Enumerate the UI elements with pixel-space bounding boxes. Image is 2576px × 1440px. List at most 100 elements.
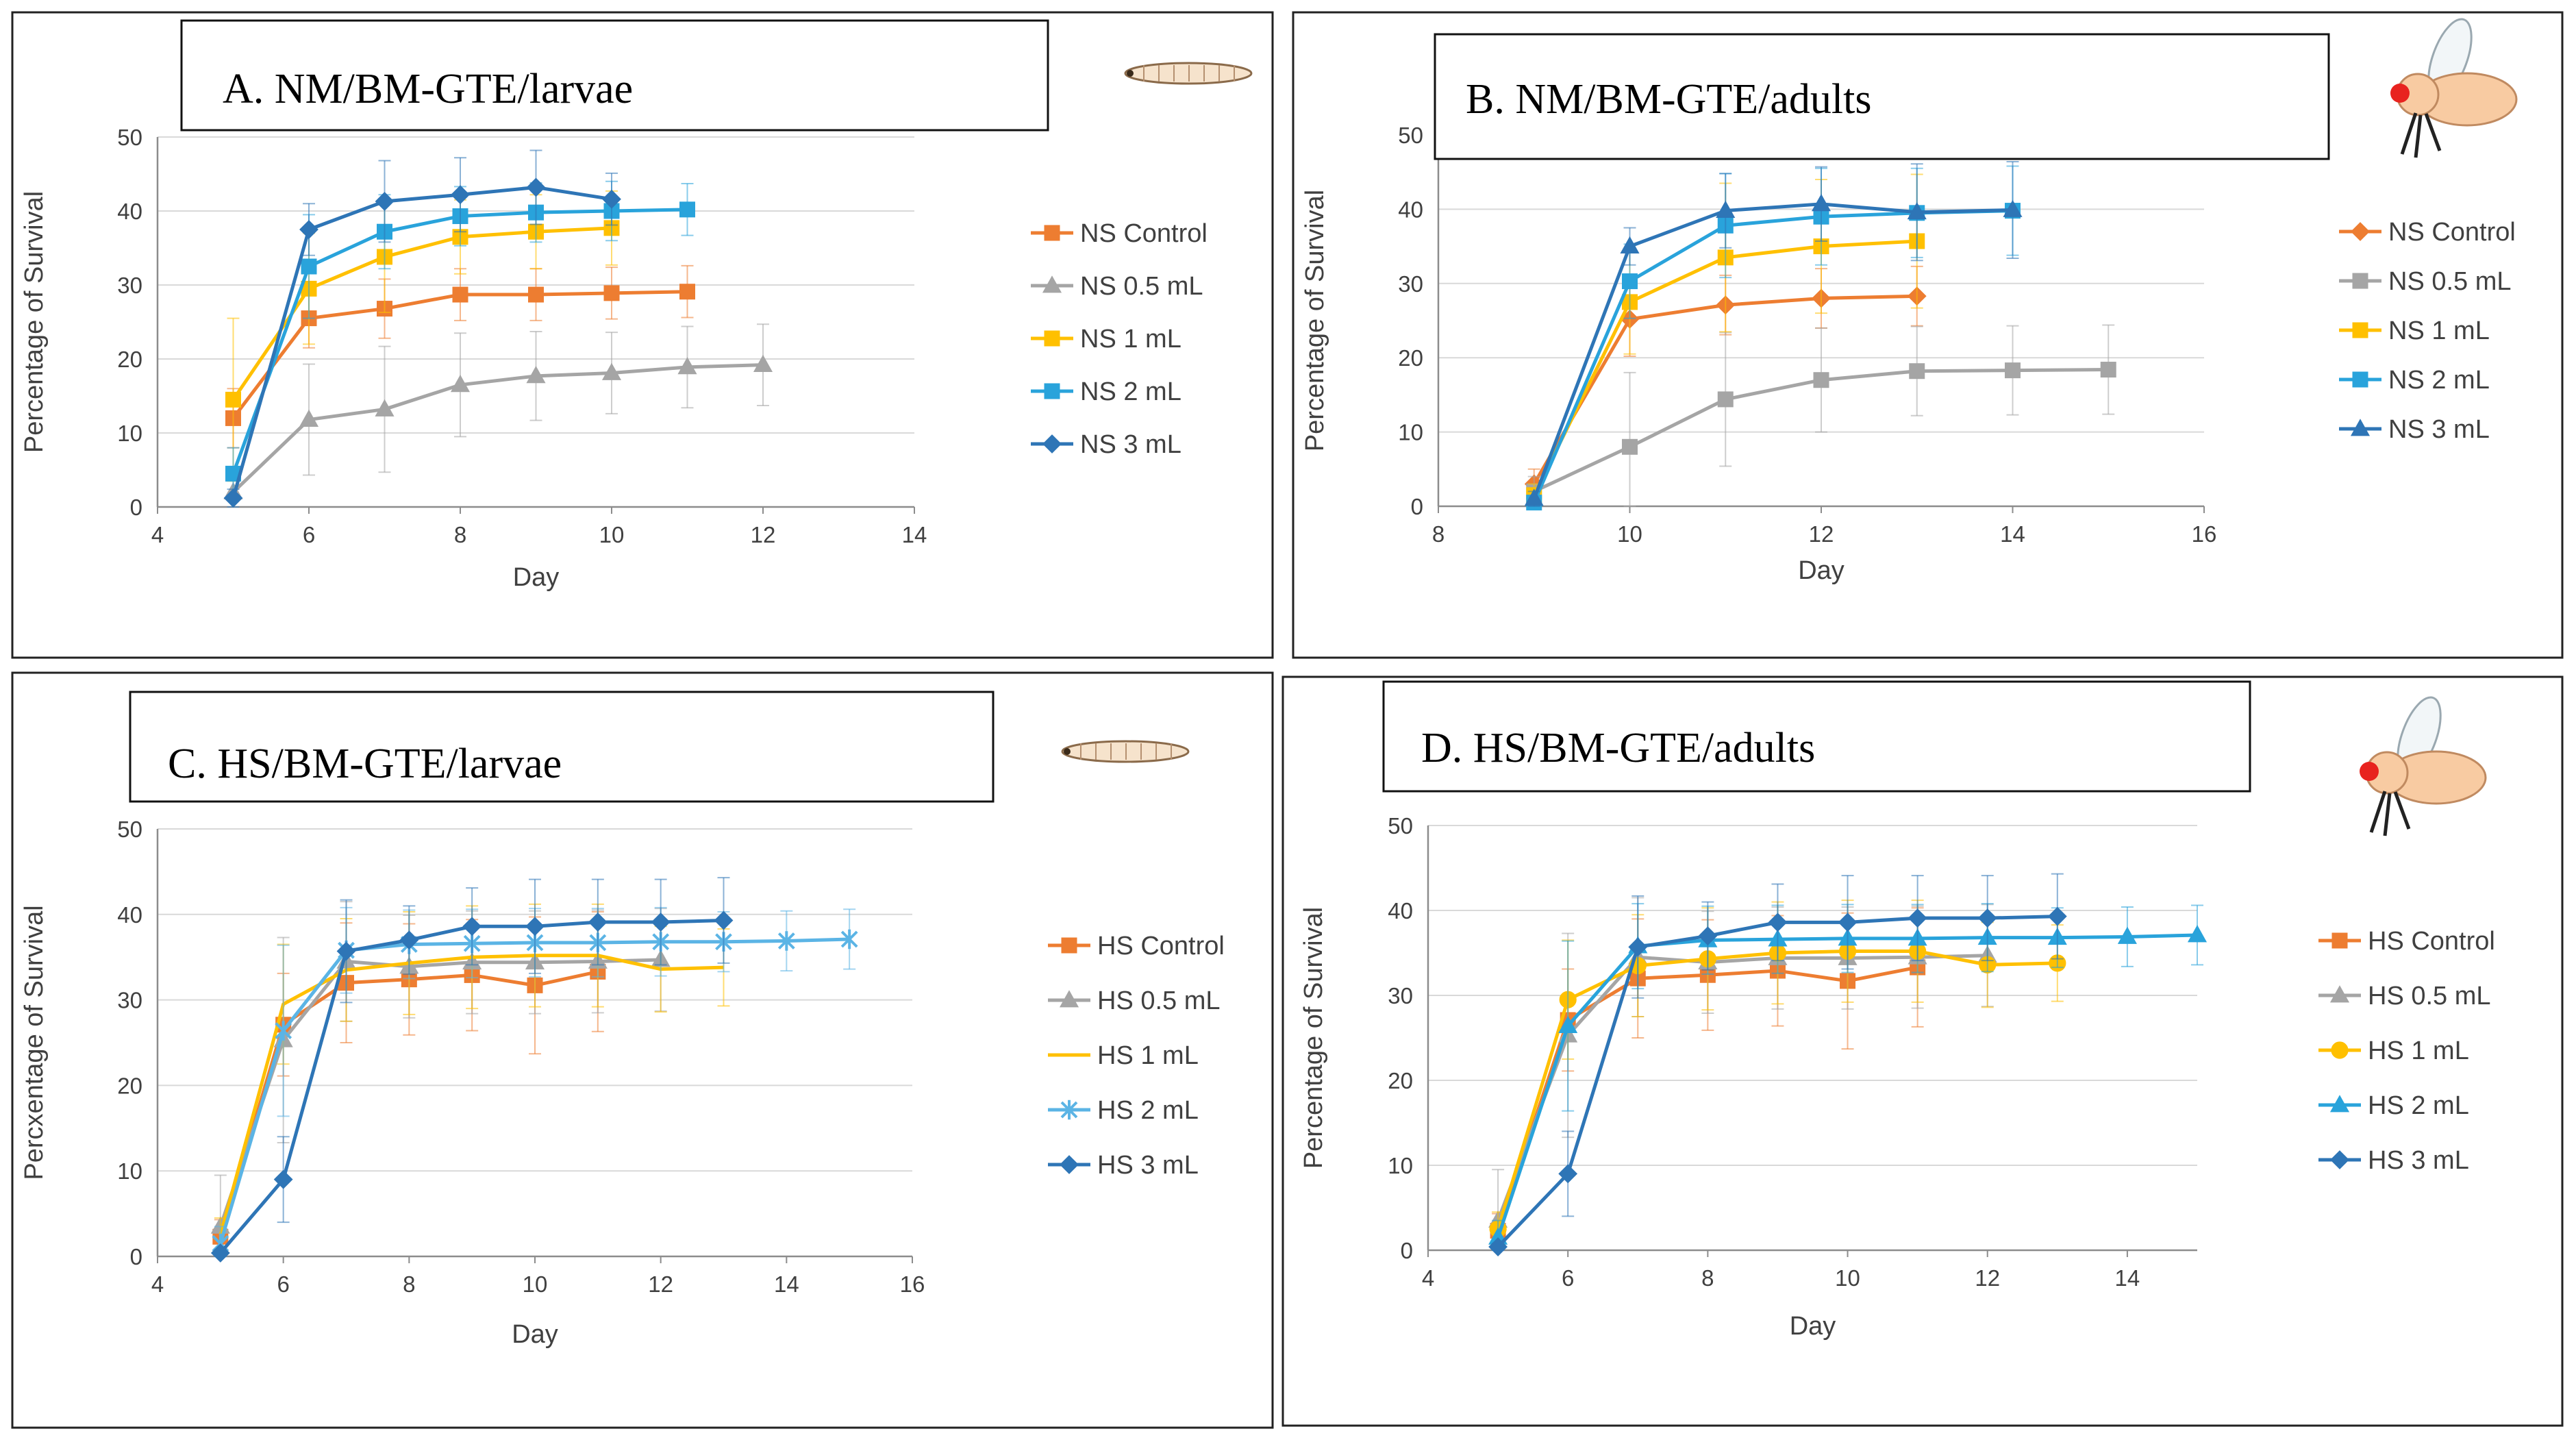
legend-label: HS Control (1097, 932, 1225, 960)
series-line (232, 185, 612, 499)
data-point-marker (2331, 932, 2348, 949)
larva-head (1127, 70, 1134, 77)
legend-entry: HS 2 mL (2318, 1091, 2469, 1120)
data-point-marker (1042, 434, 1062, 454)
data-point-marker (2329, 1095, 2350, 1113)
series-line (1532, 202, 2013, 500)
data-point-marker (601, 362, 622, 380)
x-tick-label: 10 (1835, 1265, 1860, 1291)
series-hs-3-ml (210, 877, 734, 1263)
data-point-marker (528, 286, 544, 303)
series-hs-3-ml (1488, 873, 2067, 1256)
x-tick-label: 10 (599, 522, 625, 547)
data-point-marker (679, 201, 695, 218)
data-point-marker (714, 910, 734, 930)
fly-eye (2390, 84, 2410, 103)
data-point-marker (450, 375, 471, 393)
chart-title: B. NM/BM-GTE/adults (1466, 76, 1871, 123)
legend-entry: NS 0.5 mL (2339, 267, 2512, 296)
data-point-marker (526, 366, 546, 384)
data-point-marker (1044, 383, 1060, 399)
data-point-marker (299, 409, 319, 427)
y-tick-label: 40 (117, 199, 142, 224)
data-point-marker (2187, 925, 2208, 943)
y-tick-label: 20 (1388, 1068, 1413, 1093)
chart-panel-b: 0 10 20 30 40 50 8 10 12 14 16 Day Percentage of Sur… (1292, 11, 2564, 659)
legend-label: NS 3 mL (2388, 415, 2490, 444)
fly-icon (2390, 18, 2518, 158)
legend-entry: HS 0.5 mL (1048, 986, 1221, 1015)
data-point-marker (1060, 1155, 1079, 1174)
y-tick-label: 50 (117, 817, 142, 842)
data-point-marker (2352, 273, 2368, 289)
data-point-marker (1620, 236, 1640, 253)
data-point-marker (301, 258, 317, 275)
data-point-marker (1488, 1237, 1508, 1256)
data-point-marker (2352, 371, 2368, 388)
chart-panel-d: 0 10 20 30 40 50 4 6 8 10 12 14 Day Percentage of Sur… (1281, 675, 2564, 1427)
legend-label: NS 0.5 mL (2388, 267, 2512, 296)
x-tick-label: 16 (900, 1271, 925, 1297)
data-point-marker (2003, 199, 2023, 217)
data-point-marker (1059, 990, 1079, 1008)
x-tick-label: 14 (2000, 521, 2025, 547)
data-point-marker (1524, 488, 1544, 506)
x-tick-label: 6 (277, 1271, 289, 1297)
series-line (232, 363, 764, 494)
y-tick-label: 30 (1388, 983, 1413, 1008)
title-box (1382, 680, 2251, 793)
series-ns-3-ml (223, 149, 621, 508)
data-point-marker (2329, 985, 2350, 1003)
y-tick-label: 0 (1401, 1238, 1413, 1263)
data-point-marker (375, 192, 395, 211)
x-tick-label: 8 (1432, 521, 1445, 547)
data-point-marker (1061, 937, 1077, 954)
y-tick-label: 10 (1398, 420, 1423, 445)
data-point-marker (1813, 372, 1829, 388)
legend-entry: NS 3 mL (2339, 415, 2490, 444)
data-point-marker (1768, 913, 1788, 932)
legend-entry: HS 1 mL (1048, 1041, 1199, 1070)
data-point-marker (336, 941, 356, 961)
x-tick-label: 4 (151, 522, 164, 547)
data-point-marker (603, 285, 620, 301)
x-tick-label: 6 (1562, 1265, 1574, 1291)
larva-icon (1061, 740, 1190, 763)
y-tick-label: 50 (1398, 123, 1423, 148)
x-tick-label: 14 (774, 1271, 799, 1297)
y-tick-label: 0 (130, 495, 142, 520)
legend-entry: NS Control (2339, 218, 2516, 247)
series-ns-0-5-ml (223, 323, 773, 508)
data-point-marker (452, 286, 468, 303)
legend-label: NS Control (2388, 218, 2516, 247)
data-point-marker (2047, 906, 2067, 926)
data-point-marker (1060, 1100, 1078, 1120)
x-tick-label: 12 (751, 522, 776, 547)
larva-icon (1124, 62, 1253, 85)
data-point-marker (777, 931, 795, 951)
y-tick-label: 0 (1411, 494, 1423, 519)
chart-panel-c: 0 10 20 30 40 50 4 6 8 10 12 14 16 Day Percxentage of … (11, 671, 1274, 1429)
data-point-marker (1558, 1015, 1578, 1034)
data-point-marker (753, 354, 773, 373)
legend-label: HS 0.5 mL (1097, 986, 1221, 1015)
y-tick-label: 40 (1388, 898, 1413, 923)
data-point-marker (1909, 363, 1925, 380)
chart-panel-a: 0 10 20 30 40 50 4 6 8 10 12 14 Day Percentage of Sur… (11, 11, 1274, 659)
y-tick-label: 30 (1398, 271, 1423, 297)
data-point-marker (1042, 275, 1062, 293)
fly-icon (2360, 696, 2487, 836)
data-point-marker (2100, 362, 2116, 378)
legend-entry: HS 1 mL (2318, 1036, 2469, 1065)
data-point-marker (223, 488, 243, 508)
data-point-marker (462, 917, 482, 936)
data-point-marker (210, 1243, 230, 1263)
data-point-marker (399, 930, 419, 950)
data-point-marker (526, 177, 546, 197)
legend-entry: HS 3 mL (1048, 1151, 1199, 1180)
data-point-marker (2351, 222, 2370, 241)
legend-entry: NS 2 mL (2339, 366, 2490, 395)
fly-eye (2360, 762, 2379, 781)
y-tick-label: 30 (117, 273, 142, 298)
x-tick-label: 12 (648, 1271, 673, 1297)
